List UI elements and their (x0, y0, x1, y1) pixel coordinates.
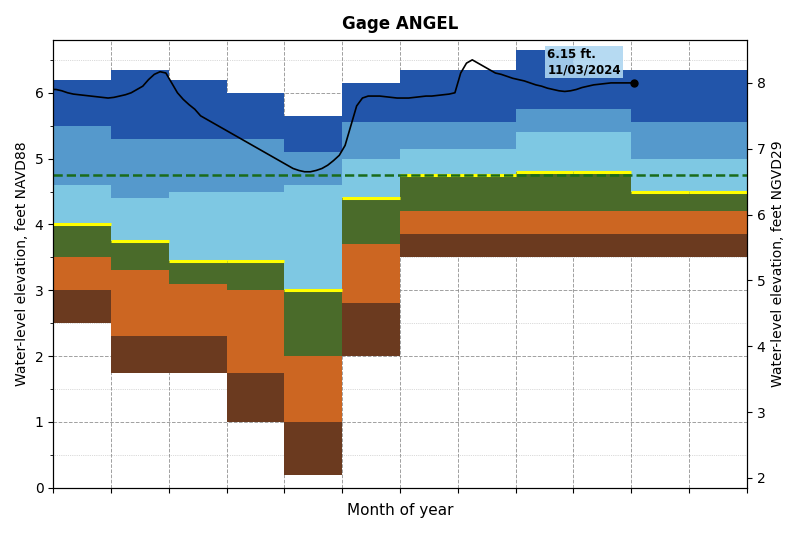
Bar (342, 159, 400, 198)
Bar (574, 235, 631, 257)
Bar (631, 235, 689, 257)
Bar (169, 191, 226, 261)
Bar (342, 123, 400, 159)
Bar (226, 93, 284, 139)
Bar (284, 422, 342, 474)
Bar (53, 290, 111, 323)
Bar (631, 123, 689, 159)
Bar (689, 159, 747, 191)
Bar (342, 303, 400, 356)
Bar (111, 271, 169, 336)
Bar (631, 211, 689, 235)
Bar (111, 198, 169, 241)
Bar (516, 235, 574, 257)
Bar (516, 211, 574, 235)
Bar (400, 149, 458, 175)
Bar (111, 139, 169, 198)
Bar (226, 261, 284, 290)
Bar (226, 373, 284, 422)
Bar (516, 172, 574, 211)
Bar (169, 336, 226, 373)
Bar (574, 109, 631, 132)
Bar (111, 241, 169, 271)
Bar (169, 261, 226, 284)
Bar (458, 70, 516, 123)
Bar (53, 257, 111, 290)
Bar (689, 191, 747, 211)
Bar (284, 116, 342, 152)
Bar (169, 79, 226, 139)
Bar (689, 211, 747, 235)
Bar (400, 70, 458, 123)
Bar (169, 284, 226, 336)
Bar (53, 79, 111, 126)
Bar (458, 211, 516, 235)
Bar (458, 123, 516, 149)
Text: 6.15 ft.
11/03/2024: 6.15 ft. 11/03/2024 (547, 48, 621, 76)
Bar (284, 356, 342, 422)
Bar (284, 290, 342, 356)
Bar (458, 235, 516, 257)
Bar (631, 70, 689, 123)
Bar (226, 139, 284, 191)
Bar (516, 109, 574, 132)
Y-axis label: Water-level elevation, feet NGVD29: Water-level elevation, feet NGVD29 (771, 141, 785, 387)
Bar (284, 185, 342, 290)
Bar (631, 191, 689, 211)
Bar (342, 198, 400, 244)
Bar (226, 191, 284, 261)
Bar (458, 175, 516, 211)
Bar (400, 211, 458, 235)
Bar (342, 83, 400, 123)
Bar (689, 235, 747, 257)
Y-axis label: Water-level elevation, feet NAVD88: Water-level elevation, feet NAVD88 (15, 142, 29, 386)
Bar (53, 185, 111, 224)
Bar (53, 224, 111, 257)
Bar (516, 50, 574, 109)
Bar (574, 211, 631, 235)
Bar (400, 175, 458, 211)
Bar (574, 172, 631, 211)
Bar (169, 139, 226, 191)
Bar (574, 70, 631, 109)
Bar (631, 159, 689, 191)
Bar (689, 70, 747, 123)
Title: Gage ANGEL: Gage ANGEL (342, 15, 458, 33)
Bar (111, 70, 169, 139)
X-axis label: Month of year: Month of year (346, 503, 454, 518)
Bar (458, 149, 516, 175)
Bar (516, 132, 574, 172)
Bar (284, 152, 342, 185)
Bar (226, 290, 284, 373)
Bar (574, 132, 631, 172)
Bar (53, 126, 111, 185)
Bar (689, 123, 747, 159)
Bar (400, 123, 458, 149)
Bar (111, 336, 169, 373)
Bar (342, 244, 400, 303)
Bar (400, 235, 458, 257)
